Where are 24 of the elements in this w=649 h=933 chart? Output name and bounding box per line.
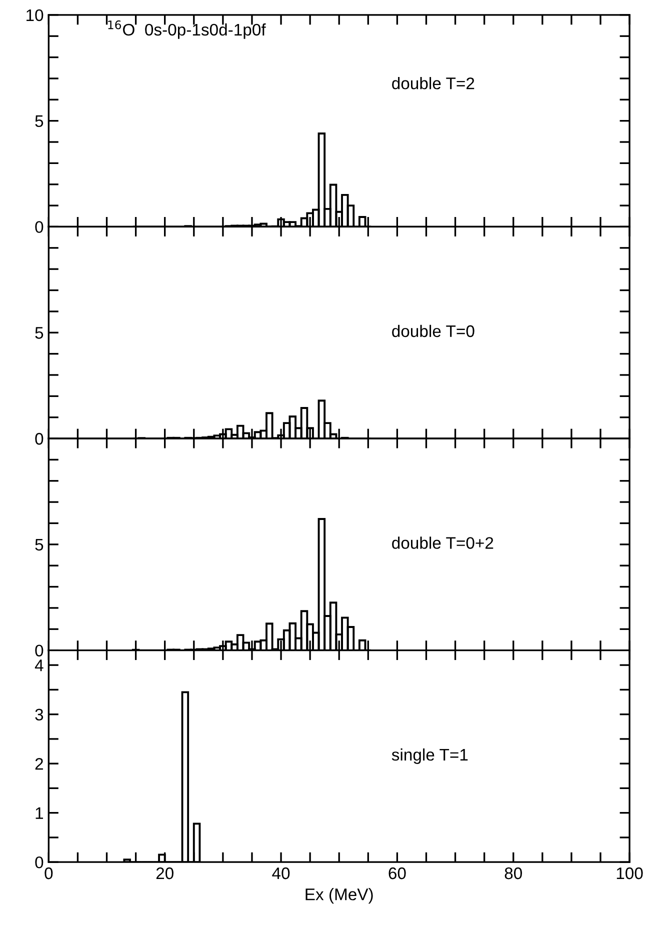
annotation: double T=2 (392, 77, 474, 90)
y-tick-label: 5 (35, 327, 44, 339)
annotation: single T=1 (392, 748, 468, 764)
x-tick-label: 40 (272, 867, 290, 880)
x-tick-label: 80 (504, 867, 522, 880)
y-tick-label: 5 (35, 115, 44, 128)
y-tick-label: 0 (35, 432, 44, 445)
x-tick-label: 60 (388, 867, 406, 880)
annotation: double T=0 (392, 324, 474, 338)
annotation: $^{16}$O 0s-0p-1s0d-1p0f (108, 20, 266, 39)
y-tick-label: 5 (35, 538, 44, 551)
x-axis-title: Ex (MeV) (306, 888, 373, 904)
y-tick-label: 4 (34, 660, 44, 672)
x-tick-label: 0 (44, 867, 53, 880)
annotation: double T=0+2 (392, 536, 494, 549)
y-tick-label: 2 (35, 758, 43, 770)
y-tick-label: 3 (35, 708, 44, 721)
y-tick-label: 0 (35, 644, 44, 657)
y-tick-label: 10 (26, 9, 44, 22)
y-tick-label: 1 (36, 807, 43, 819)
x-tick-label: 20 (156, 867, 174, 880)
y-tick-label: 0 (35, 856, 44, 868)
x-tick-label: 100 (616, 867, 643, 880)
y-tick-label: 0 (35, 221, 44, 233)
